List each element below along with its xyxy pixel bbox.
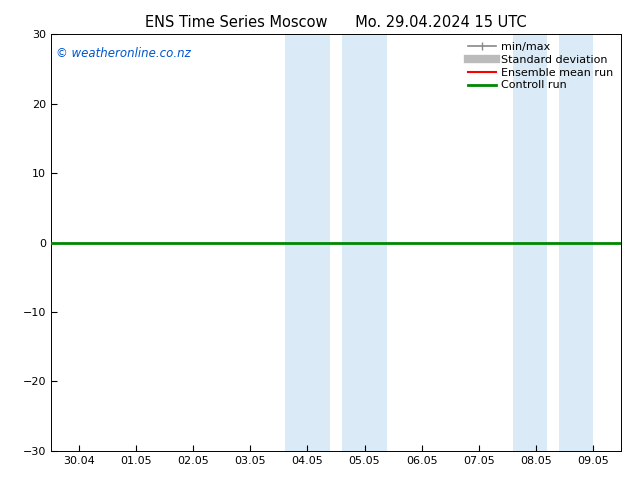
Bar xyxy=(559,34,593,451)
Bar xyxy=(342,34,387,451)
Text: © weatheronline.co.nz: © weatheronline.co.nz xyxy=(56,47,191,60)
Bar xyxy=(513,34,547,451)
Bar xyxy=(285,34,330,451)
Title: ENS Time Series Moscow      Mo. 29.04.2024 15 UTC: ENS Time Series Moscow Mo. 29.04.2024 15… xyxy=(145,15,527,30)
Legend: min/max, Standard deviation, Ensemble mean run, Controll run: min/max, Standard deviation, Ensemble me… xyxy=(466,40,616,93)
